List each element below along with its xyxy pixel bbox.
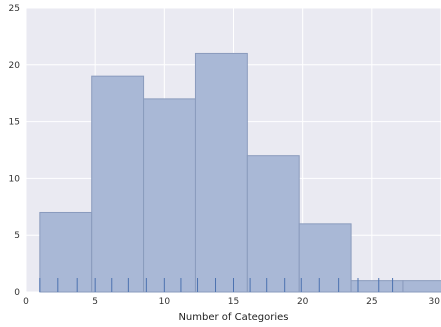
- x-axis-label: Number of Categories: [178, 312, 288, 323]
- histogram-bar: [194, 52, 248, 293]
- x-tick-label: 20: [297, 297, 309, 307]
- y-tick-label: 20: [9, 61, 21, 71]
- x-tick-label: 25: [366, 297, 377, 307]
- x-tick-label: 5: [92, 297, 98, 307]
- histogram-bar: [350, 280, 404, 293]
- histogram-bar: [143, 98, 196, 293]
- histogram-bar: [402, 280, 441, 293]
- y-tick-label: 15: [9, 118, 20, 128]
- y-tick-label: 5: [14, 231, 20, 241]
- y-tick-labels: 0 5 10 15 20 25: [9, 4, 21, 298]
- y-tick-label: 25: [9, 4, 20, 14]
- histogram-bar: [298, 223, 352, 293]
- histogram-bars: [39, 52, 441, 293]
- x-tick-label: 0: [23, 297, 29, 307]
- y-tick-label: 0: [14, 288, 20, 298]
- x-tick-label: 10: [159, 297, 171, 307]
- y-tick-label: 10: [9, 174, 21, 184]
- x-tick-label: 30: [429, 297, 441, 307]
- histogram-bar: [246, 155, 300, 293]
- histogram-bar: [39, 211, 93, 293]
- x-tick-labels: 0 5 10 15 20 25 30: [23, 297, 440, 307]
- x-tick-label: 15: [228, 297, 239, 307]
- histogram-bar: [91, 75, 145, 293]
- rug-marks: [39, 278, 394, 292]
